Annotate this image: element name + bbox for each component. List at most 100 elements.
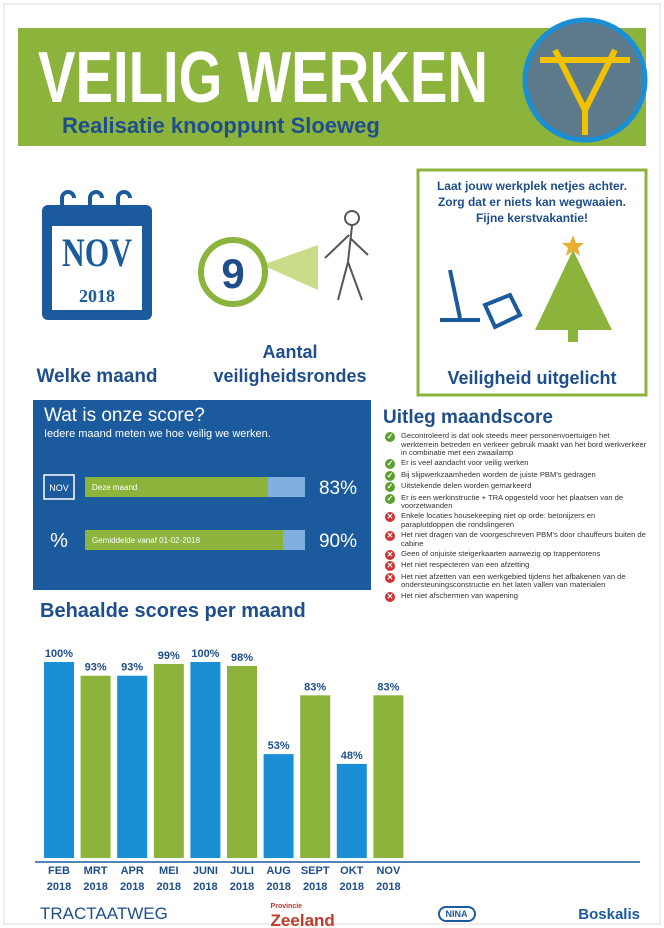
check-icon: ✓: [385, 471, 395, 481]
highlight-text: Laat jouw werkplek netjes achter. Zorg d…: [424, 178, 640, 226]
explanation-item: ✕ Enkele locaties housekeeping niet op or…: [385, 512, 647, 529]
flashlight-beam: [262, 245, 318, 290]
x-tick-year: 2018: [193, 881, 217, 893]
x-tick-label: NOV: [376, 865, 401, 877]
cross-icon: ✕: [385, 531, 395, 541]
explanation-item: ✓ Gecontroleerd is dat ook steeds meer pe…: [385, 432, 647, 458]
tree-trunk: [568, 330, 578, 342]
score-title: Wat is onze score?: [44, 405, 205, 427]
x-tick-year: 2018: [157, 881, 181, 893]
check-icon: ✓: [385, 494, 395, 504]
item-text: Er is een werkinstructie + TRA opgesteld…: [401, 494, 647, 511]
bar-label: 100%: [191, 648, 219, 660]
x-tick-year: 2018: [83, 881, 107, 893]
cross-icon: ✕: [385, 512, 395, 522]
bar: [337, 764, 367, 858]
item-text: Het niet respecteren van een afzetting: [401, 561, 529, 570]
check-icon: ✓: [385, 482, 395, 492]
poster: VEILIG WERKEN Realisatie knooppunt Sloew…: [0, 0, 664, 928]
cross-icon: ✕: [385, 561, 395, 571]
x-tick-label: JULI: [230, 865, 254, 877]
inspector-figure: [325, 211, 368, 300]
subtitle: Realisatie knooppunt Sloeweg: [62, 113, 380, 138]
logo: NINA: [438, 906, 476, 922]
bar-label: 53%: [268, 740, 290, 752]
explanation-list: ✓ Gecontroleerd is dat ook steeds meer pe…: [385, 432, 647, 603]
bar-label: 98%: [231, 652, 253, 664]
explanation-item: ✓ Bij slijpwerkzaamheden worden de juiste…: [385, 471, 647, 481]
x-tick-label: MEI: [159, 865, 179, 877]
explanation-item: ✕ Het niet afzetten van een werkgebied ti…: [385, 573, 647, 590]
check-icon: ✓: [385, 432, 395, 442]
item-text: Enkele locaties housekeeping niet op ord…: [401, 512, 647, 529]
explanation-title: Uitleg maandscore: [383, 407, 553, 429]
x-tick-label: JUNI: [193, 865, 218, 877]
bar: [117, 676, 147, 858]
christmas-tree: [535, 250, 612, 330]
logo: Zeeland: [271, 914, 335, 928]
x-tick-label: MRT: [84, 865, 108, 877]
bar-label: 83%: [377, 681, 399, 693]
row-icon-text: NOV: [49, 483, 69, 493]
bar: [190, 662, 220, 858]
bar: [154, 664, 184, 858]
chart-title: Behaalde scores per maand: [40, 600, 306, 623]
cross-icon: ✕: [385, 550, 395, 560]
calendar-month: NOV: [62, 230, 132, 275]
explanation-item: ✕ Het niet afschermen van wapening: [385, 592, 647, 602]
cross-icon: ✕: [385, 592, 395, 602]
highlight-caption: Veiligheid uitgelicht: [418, 368, 646, 389]
x-tick-label: APR: [121, 865, 144, 877]
item-text: Het niet dragen van de voorgeschreven PB…: [401, 531, 647, 548]
score-value: 90%: [319, 531, 357, 552]
item-text: Het niet afschermen van wapening: [401, 592, 518, 601]
item-text: Uitstekende delen worden gemarkeerd: [401, 482, 531, 491]
score-label: Deze maand: [92, 483, 137, 492]
bar: [373, 695, 403, 858]
bar: [264, 754, 294, 858]
explanation-item: ✓ Uitstekende delen worden gemarkeerd: [385, 482, 647, 492]
x-tick-year: 2018: [266, 881, 290, 893]
x-tick-year: 2018: [120, 881, 144, 893]
score-subtitle: Iedere maand meten we hoe veilig we werk…: [44, 428, 271, 440]
explanation-item: ✓ Er is veel aandacht voor veilig werken: [385, 459, 647, 469]
score-value: 83%: [319, 478, 357, 499]
logo: TRACTAATWEG: [40, 904, 168, 924]
item-text: Het niet afzetten van een werkgebied tij…: [401, 573, 647, 590]
score-label: Gemiddelde vanaf 01-02-2018: [92, 536, 201, 545]
explanation-item: ✓ Er is een werkinstructie + TRA opgestel…: [385, 494, 647, 511]
bar-label: 83%: [304, 681, 326, 693]
x-tick-label: FEB: [48, 865, 70, 877]
bar: [227, 666, 257, 858]
check-icon: ✓: [385, 459, 395, 469]
item-text: Gecontroleerd is dat ook steeds meer per…: [401, 432, 647, 458]
explanation-item: ✕ Geen of onjuiste steigerkaarten aanwezi…: [385, 550, 647, 560]
x-tick-year: 2018: [230, 881, 254, 893]
item-text: Er is veel aandacht voor veilig werken: [401, 459, 528, 468]
bar: [44, 662, 74, 858]
x-tick-year: 2018: [47, 881, 71, 893]
bar: [81, 676, 111, 858]
bar-label: 93%: [85, 662, 107, 674]
broom-icon: [440, 270, 520, 327]
cross-icon: ✕: [385, 573, 395, 583]
bar-label: 99%: [158, 650, 180, 662]
x-tick-label: OKT: [340, 865, 364, 877]
explanation-item: ✕ Het niet dragen van de voorgeschreven P…: [385, 531, 647, 548]
item-text: Geen of onjuiste steigerkaarten aanwezig…: [401, 550, 600, 559]
x-tick-year: 2018: [340, 881, 364, 893]
bar-label: 100%: [45, 648, 73, 660]
calendar-year: 2018: [79, 286, 115, 306]
x-tick-label: SEPT: [301, 865, 330, 877]
month-caption: Welke maand: [32, 366, 162, 388]
item-text: Bij slijpwerkzaamheden worden de juiste …: [401, 471, 596, 480]
bar-label: 93%: [121, 662, 143, 674]
x-tick-year: 2018: [303, 881, 327, 893]
logo: Boskalis: [578, 906, 640, 923]
x-tick-label: AUG: [266, 865, 290, 877]
title: VEILIG WERKEN: [38, 38, 488, 118]
bar: [300, 695, 330, 858]
x-tick-year: 2018: [376, 881, 400, 893]
